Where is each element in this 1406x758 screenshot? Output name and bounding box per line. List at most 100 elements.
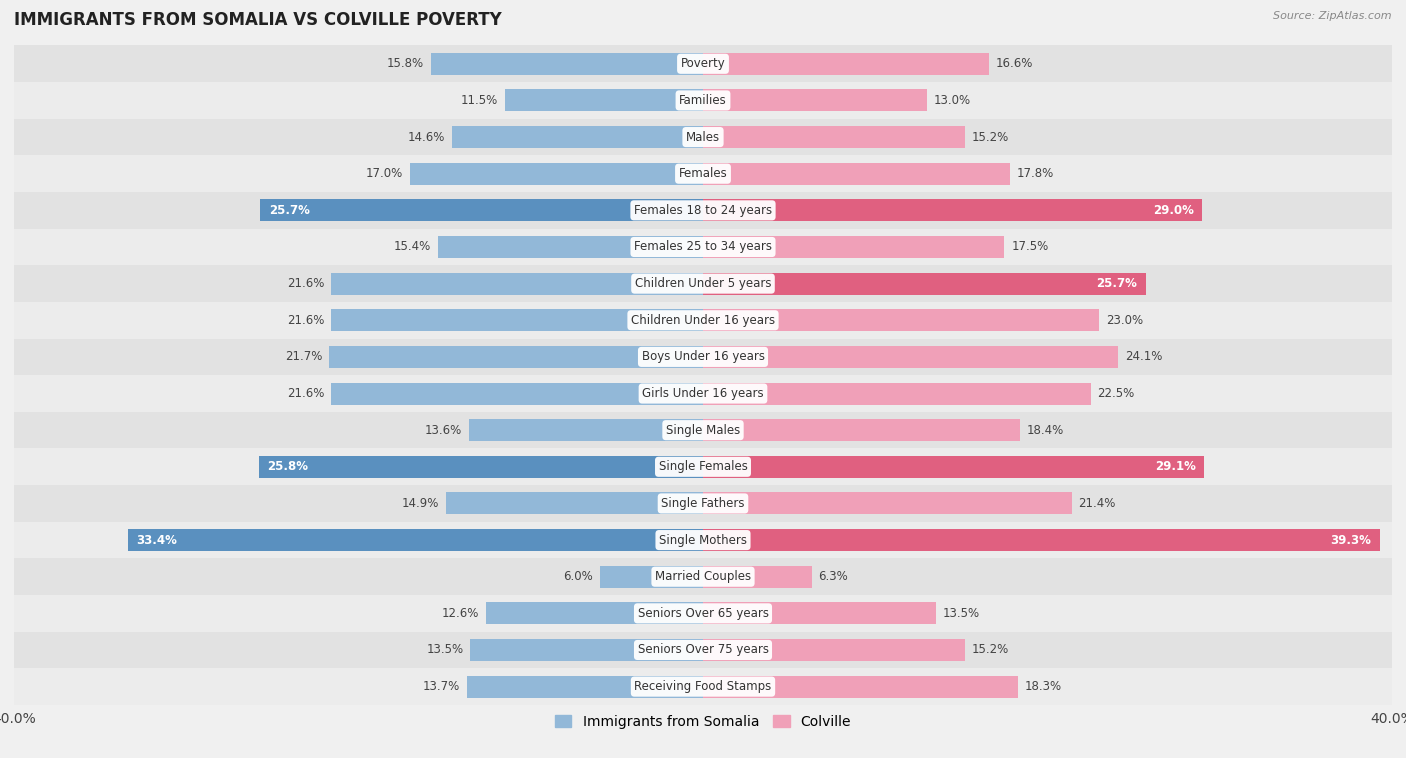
Text: Seniors Over 75 years: Seniors Over 75 years <box>637 644 769 656</box>
Bar <box>14 119 1392 155</box>
Text: Families: Families <box>679 94 727 107</box>
Bar <box>14 595 1392 631</box>
Bar <box>471 639 703 661</box>
Bar <box>703 126 965 148</box>
Text: Children Under 16 years: Children Under 16 years <box>631 314 775 327</box>
Text: 25.7%: 25.7% <box>269 204 309 217</box>
Bar <box>14 82 1392 119</box>
Bar <box>14 375 1392 412</box>
Bar <box>14 192 1392 229</box>
Bar <box>703 493 1071 515</box>
Bar <box>451 126 703 148</box>
Text: 6.3%: 6.3% <box>818 570 848 583</box>
Bar <box>703 456 1204 478</box>
Text: Males: Males <box>686 130 720 143</box>
Bar <box>14 485 1392 522</box>
Text: 29.0%: 29.0% <box>1153 204 1194 217</box>
Text: Children Under 5 years: Children Under 5 years <box>634 277 772 290</box>
Bar <box>703 163 1010 185</box>
Text: 13.7%: 13.7% <box>423 680 460 693</box>
Bar <box>330 383 703 405</box>
Text: 24.1%: 24.1% <box>1125 350 1163 363</box>
Bar <box>446 493 703 515</box>
Text: 21.6%: 21.6% <box>287 277 323 290</box>
Bar <box>14 449 1392 485</box>
Text: 14.9%: 14.9% <box>402 497 440 510</box>
Bar <box>14 559 1392 595</box>
Text: 21.6%: 21.6% <box>287 314 323 327</box>
Bar <box>437 236 703 258</box>
Bar <box>467 675 703 697</box>
Bar <box>14 631 1392 669</box>
Text: Boys Under 16 years: Boys Under 16 years <box>641 350 765 363</box>
Text: 21.7%: 21.7% <box>285 350 322 363</box>
Text: Single Males: Single Males <box>666 424 740 437</box>
Text: 21.4%: 21.4% <box>1078 497 1116 510</box>
Bar <box>330 309 703 331</box>
Bar <box>703 675 1018 697</box>
Text: Poverty: Poverty <box>681 58 725 70</box>
Text: 25.8%: 25.8% <box>267 460 308 473</box>
Text: 13.6%: 13.6% <box>425 424 461 437</box>
Text: Receiving Food Stamps: Receiving Food Stamps <box>634 680 772 693</box>
Bar <box>330 273 703 295</box>
Text: Single Females: Single Females <box>658 460 748 473</box>
Legend: Immigrants from Somalia, Colville: Immigrants from Somalia, Colville <box>550 709 856 735</box>
Text: 14.6%: 14.6% <box>408 130 444 143</box>
Bar <box>329 346 703 368</box>
Text: 13.5%: 13.5% <box>942 607 980 620</box>
Text: 18.3%: 18.3% <box>1025 680 1062 693</box>
Text: Girls Under 16 years: Girls Under 16 years <box>643 387 763 400</box>
Text: 6.0%: 6.0% <box>562 570 593 583</box>
Text: 15.8%: 15.8% <box>387 58 425 70</box>
Text: 17.8%: 17.8% <box>1017 168 1053 180</box>
Bar <box>703 565 811 587</box>
Text: Single Mothers: Single Mothers <box>659 534 747 547</box>
Text: Females 25 to 34 years: Females 25 to 34 years <box>634 240 772 253</box>
Bar <box>411 163 703 185</box>
Text: Source: ZipAtlas.com: Source: ZipAtlas.com <box>1274 11 1392 21</box>
Text: 16.6%: 16.6% <box>995 58 1033 70</box>
Bar <box>703 309 1099 331</box>
Bar <box>505 89 703 111</box>
Bar <box>14 412 1392 449</box>
Bar <box>703 53 988 75</box>
Bar <box>14 45 1392 82</box>
Text: 18.4%: 18.4% <box>1026 424 1064 437</box>
Text: 17.5%: 17.5% <box>1011 240 1049 253</box>
Bar <box>703 346 1118 368</box>
Bar <box>703 639 965 661</box>
Text: Married Couples: Married Couples <box>655 570 751 583</box>
Bar <box>703 236 1004 258</box>
Text: 17.0%: 17.0% <box>366 168 404 180</box>
Bar <box>703 529 1379 551</box>
Bar <box>703 89 927 111</box>
Text: 25.7%: 25.7% <box>1097 277 1137 290</box>
Text: Females 18 to 24 years: Females 18 to 24 years <box>634 204 772 217</box>
Text: 23.0%: 23.0% <box>1107 314 1143 327</box>
Bar <box>14 155 1392 192</box>
Text: IMMIGRANTS FROM SOMALIA VS COLVILLE POVERTY: IMMIGRANTS FROM SOMALIA VS COLVILLE POVE… <box>14 11 502 30</box>
Bar <box>599 565 703 587</box>
Text: 29.1%: 29.1% <box>1154 460 1195 473</box>
Text: 12.6%: 12.6% <box>441 607 479 620</box>
Text: 15.2%: 15.2% <box>972 644 1010 656</box>
Text: 22.5%: 22.5% <box>1098 387 1135 400</box>
Text: 13.5%: 13.5% <box>426 644 464 656</box>
Text: Seniors Over 65 years: Seniors Over 65 years <box>637 607 769 620</box>
Text: 21.6%: 21.6% <box>287 387 323 400</box>
Text: Females: Females <box>679 168 727 180</box>
Text: 39.3%: 39.3% <box>1330 534 1371 547</box>
Bar <box>128 529 703 551</box>
Bar <box>14 229 1392 265</box>
Text: 15.4%: 15.4% <box>394 240 430 253</box>
Bar <box>703 199 1202 221</box>
Bar <box>14 265 1392 302</box>
Bar <box>703 419 1019 441</box>
Text: 13.0%: 13.0% <box>934 94 972 107</box>
Bar <box>259 456 703 478</box>
Text: 33.4%: 33.4% <box>136 534 177 547</box>
Bar <box>486 603 703 625</box>
Bar <box>14 302 1392 339</box>
Bar <box>468 419 703 441</box>
